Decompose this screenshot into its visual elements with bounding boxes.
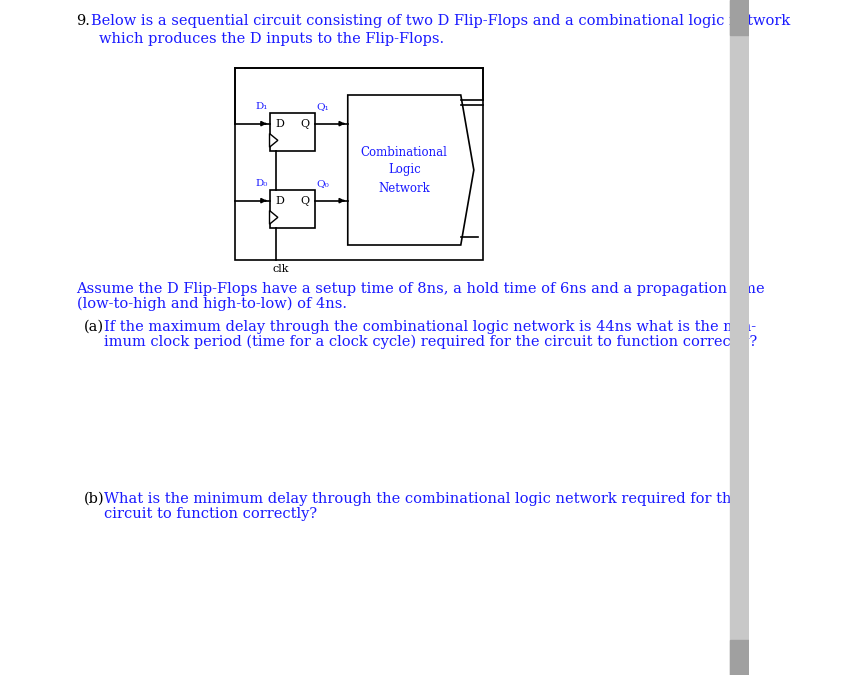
Text: D₁: D₁ <box>255 102 268 111</box>
Text: Below is a sequential circuit consisting of two D Flip-Flops and a combinational: Below is a sequential circuit consisting… <box>91 14 790 28</box>
Bar <box>729 0 748 675</box>
Text: imum clock period (time for a clock cycle) required for the circuit to function : imum clock period (time for a clock cycl… <box>104 335 757 350</box>
Text: which produces the D inputs to the Flip-Flops.: which produces the D inputs to the Flip-… <box>99 32 443 46</box>
Bar <box>269 190 314 228</box>
Bar <box>234 68 482 260</box>
Bar <box>269 113 314 151</box>
Text: 9.: 9. <box>77 14 90 28</box>
Text: (low-to-high and high-to-low) of 4ns.: (low-to-high and high-to-low) of 4ns. <box>77 297 346 311</box>
Text: Combinational
Logic
Network: Combinational Logic Network <box>361 146 447 194</box>
Polygon shape <box>347 95 474 245</box>
Text: If the maximum delay through the combinational logic network is 44ns what is the: If the maximum delay through the combina… <box>104 320 756 334</box>
Polygon shape <box>269 211 277 224</box>
Text: Q: Q <box>300 119 310 129</box>
Text: Q₀: Q₀ <box>316 179 329 188</box>
Bar <box>729 640 748 675</box>
Text: D₀: D₀ <box>255 179 268 188</box>
Text: What is the minimum delay through the combinational logic network required for t: What is the minimum delay through the co… <box>104 492 740 506</box>
Text: D: D <box>276 119 284 129</box>
Text: (b): (b) <box>84 492 105 506</box>
Text: clk: clk <box>272 264 288 274</box>
Bar <box>729 0 748 35</box>
Polygon shape <box>269 134 277 147</box>
Text: (a): (a) <box>84 320 104 334</box>
Text: circuit to function correctly?: circuit to function correctly? <box>104 507 317 521</box>
Text: D: D <box>276 196 284 206</box>
Text: Q₁: Q₁ <box>316 102 329 111</box>
Text: Assume the D Flip-Flops have a setup time of 8ns, a hold time of 6ns and a propa: Assume the D Flip-Flops have a setup tim… <box>77 282 765 296</box>
Text: Q: Q <box>300 196 310 206</box>
